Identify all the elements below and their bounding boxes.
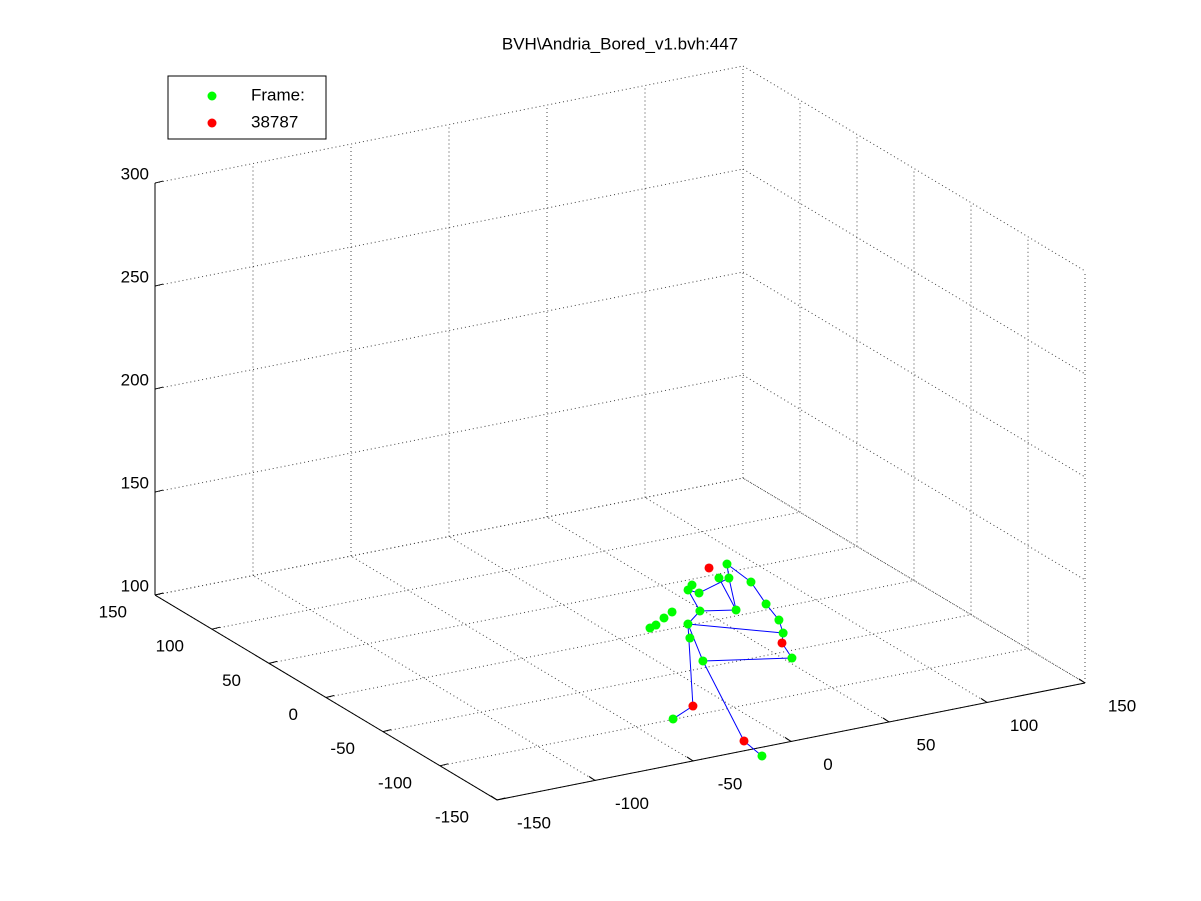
grid-line — [448, 536, 792, 742]
grid-line — [742, 168, 1086, 375]
point — [761, 599, 771, 609]
y-tick-label: 50 — [222, 671, 241, 690]
bone — [699, 609, 737, 612]
y-tick-label: -100 — [378, 773, 412, 792]
x-tick-label: -150 — [517, 813, 551, 832]
x-tick-label: -100 — [615, 794, 649, 813]
point — [695, 606, 705, 616]
point — [667, 607, 677, 617]
x-tick — [1078, 678, 1086, 684]
bone — [728, 577, 737, 611]
y-tick-label: 150 — [99, 603, 127, 622]
point — [659, 613, 669, 623]
point — [777, 638, 787, 648]
point — [704, 563, 714, 573]
x-tick — [490, 795, 498, 801]
legend-box — [167, 75, 327, 140]
y-tick-label: 0 — [289, 705, 298, 724]
x-tick-label: 150 — [1108, 696, 1136, 715]
points — [645, 559, 797, 761]
point — [787, 653, 797, 663]
x-tick — [588, 776, 596, 781]
point — [774, 615, 784, 625]
y-tick — [325, 695, 335, 698]
y-tick-label: -50 — [330, 739, 355, 758]
grid-line — [644, 497, 988, 703]
x-tick-label: 50 — [917, 735, 936, 754]
bone — [718, 577, 737, 611]
grid-line — [350, 555, 694, 762]
bone — [702, 660, 745, 742]
point — [685, 633, 695, 643]
bone — [726, 563, 752, 583]
point — [778, 628, 788, 638]
z-tick-label: 300 — [121, 165, 149, 184]
point — [746, 577, 756, 587]
y-tick — [211, 626, 221, 630]
z-tick-label: 200 — [121, 371, 149, 390]
point — [694, 588, 704, 598]
point — [722, 559, 732, 569]
y-tick — [496, 797, 506, 801]
grid-line — [742, 477, 1086, 684]
point — [731, 605, 741, 615]
x-tick — [882, 717, 890, 723]
grid-line — [546, 516, 890, 723]
z-tick-label: 250 — [121, 268, 149, 287]
point — [698, 656, 708, 666]
point — [683, 619, 693, 629]
axes: 100 150 200 250 300 -150 -100 -50 0 50 100 150 -150 -… — [99, 165, 1137, 833]
point — [683, 585, 693, 595]
z-tick — [154, 180, 164, 184]
x-tick-label: 100 — [1010, 716, 1038, 735]
y-tick — [154, 592, 164, 596]
x-tick — [980, 698, 988, 703]
legend-label: 38787 — [251, 112, 298, 131]
point — [724, 573, 734, 583]
z-tick — [154, 489, 164, 493]
bone — [687, 623, 704, 662]
grid-line — [742, 271, 1086, 478]
bone — [702, 657, 792, 662]
point — [757, 751, 767, 761]
y-tick — [439, 763, 449, 767]
z-tick-label: 150 — [121, 474, 149, 493]
y-tick-label: 100 — [156, 637, 184, 656]
point — [688, 701, 698, 711]
legend-label: Frame: — [251, 85, 305, 104]
bone — [687, 623, 784, 634]
point — [668, 714, 678, 724]
y-tick — [382, 729, 392, 733]
z-tick — [154, 283, 164, 287]
point — [739, 736, 749, 746]
z-tick-label: 100 — [121, 577, 149, 596]
bone — [698, 577, 730, 594]
legend-marker — [207, 118, 217, 128]
x-tick — [686, 756, 694, 762]
x-tick-label: -50 — [718, 774, 743, 793]
point — [645, 623, 655, 633]
grid-line — [252, 575, 596, 781]
grid-line — [742, 374, 1086, 581]
legend: Frame: 38787 — [167, 75, 327, 140]
grid-line — [742, 65, 1086, 272]
point — [714, 573, 724, 583]
z-tick — [154, 386, 164, 390]
y-tick-label: -150 — [435, 807, 469, 826]
x-tick-label: 0 — [823, 755, 832, 774]
y-tick — [268, 660, 278, 664]
x-tick — [784, 737, 792, 742]
chart-title: BVH\Andria_Bored_v1.bvh:447 — [502, 34, 738, 53]
legend-marker — [207, 91, 217, 101]
